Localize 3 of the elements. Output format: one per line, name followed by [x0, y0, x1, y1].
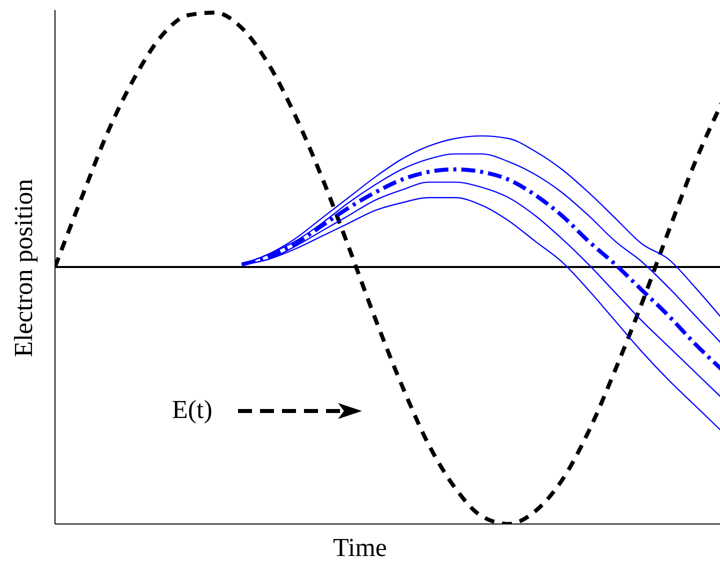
- x-axis-title: Time: [332, 533, 388, 563]
- y-axis-title: Electron position: [9, 178, 39, 358]
- legend-label: E(t): [172, 395, 212, 425]
